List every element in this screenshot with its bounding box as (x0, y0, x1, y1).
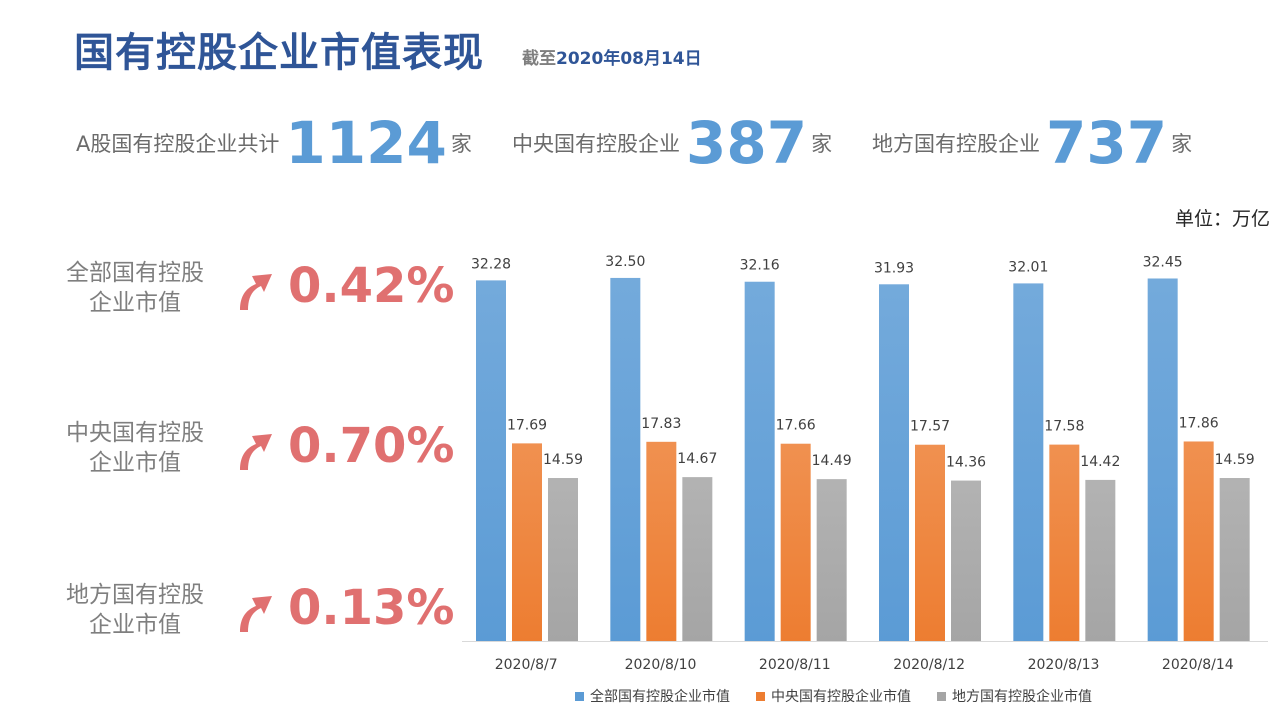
up-arrow-icon (240, 596, 272, 632)
x-tick-label: 2020/8/14 (1162, 657, 1234, 673)
bar-value-label: 17.86 (1179, 415, 1219, 431)
legend-swatch (937, 691, 946, 701)
x-tick-label: 2020/8/10 (625, 657, 697, 673)
growth-name-line1: 全部国有控股 (66, 260, 204, 286)
stat-total-companies: A股国有控股企业共计 1124 家 (76, 108, 472, 178)
bar-value-label: 14.59 (1215, 452, 1255, 468)
stat-value: 1124 (285, 109, 447, 177)
growth-name: 全部国有控股 企业市值 (40, 258, 230, 318)
bar-all-4 (1013, 283, 1044, 641)
bar-value-label: 17.58 (1044, 419, 1084, 435)
bar-value-label: 17.83 (641, 416, 681, 432)
bar-local-5 (1219, 478, 1250, 641)
bar-value-label: 14.59 (543, 452, 583, 468)
bar-all-2 (744, 281, 775, 641)
chart-unit-label: 单位：万亿 (1174, 208, 1270, 230)
up-arrow-icon (240, 434, 272, 470)
subtitle-prefix: 截至 (522, 49, 556, 69)
growth-percent: 0.42% (288, 258, 455, 314)
growth-name-line1: 中央国有控股 (66, 420, 204, 446)
growth-name: 地方国有控股 企业市值 (40, 580, 230, 640)
bar-all-0 (476, 280, 506, 641)
stat-label: A股国有控股企业共计 (76, 132, 280, 156)
legend-item: 全部国有控股企业市值 (575, 686, 730, 706)
x-tick-label: 2020/8/11 (759, 657, 831, 673)
growth-central: 中央国有控股 企业市值 0.70% (40, 418, 455, 498)
legend-label: 地方国有控股企业市值 (952, 689, 1092, 705)
stat-label: 中央国有控股企业 (512, 132, 680, 156)
growth-percent: 0.13% (288, 580, 455, 636)
stat-unit: 家 (811, 132, 833, 156)
bar-value-label: 17.66 (776, 418, 816, 434)
bar-local-1 (682, 477, 713, 641)
bar-central-1 (646, 441, 677, 641)
up-arrow-icon (240, 274, 272, 310)
growth-name-line2: 企业市值 (89, 612, 181, 638)
bar-all-5 (1147, 278, 1178, 641)
legend-item: 地方国有控股企业市值 (937, 686, 1092, 706)
x-tick-label: 2020/8/7 (495, 657, 558, 673)
stat-unit: 家 (1171, 132, 1193, 156)
subtitle-date: 2020年08月14日 (556, 49, 702, 69)
bar-central-4 (1049, 444, 1080, 641)
bar-value-label: 14.42 (1080, 454, 1120, 470)
bar-local-3 (951, 480, 981, 641)
page-title: 国有控股企业市值表现 (74, 30, 484, 76)
growth-percent: 0.70% (288, 418, 455, 474)
bar-value-label: 32.16 (740, 258, 780, 274)
legend-swatch (575, 691, 584, 701)
legend-label: 中央国有控股企业市值 (771, 689, 911, 705)
growth-all: 全部国有控股 企业市值 0.42% (40, 258, 455, 338)
bar-all-3 (879, 284, 909, 641)
bar-value-label: 14.36 (946, 455, 986, 471)
bar-central-0 (512, 443, 542, 641)
legend-item: 中央国有控股企业市值 (756, 686, 911, 706)
stat-value: 737 (1046, 109, 1168, 177)
bar-local-2 (816, 479, 847, 641)
bar-value-label: 32.45 (1143, 254, 1183, 270)
page-subtitle: 截至2020年08月14日 (522, 44, 702, 69)
bar-central-5 (1183, 441, 1214, 641)
bar-value-label: 14.67 (677, 451, 717, 467)
bar-value-label: 32.01 (1008, 259, 1048, 275)
bar-local-4 (1085, 479, 1116, 641)
legend-label: 全部国有控股企业市值 (590, 689, 730, 705)
bar-value-label: 14.49 (812, 453, 852, 469)
growth-name-line2: 企业市值 (89, 290, 181, 316)
chart-legend: 全部国有控股企业市值 中央国有控股企业市值 地方国有控股企业市值 (575, 686, 1092, 706)
bar-value-label: 17.57 (910, 419, 950, 435)
stat-local-companies: 地方国有控股企业 737 家 (872, 108, 1192, 178)
growth-name-line2: 企业市值 (89, 450, 181, 476)
bar-value-label: 32.50 (605, 254, 645, 270)
bar-all-1 (610, 277, 641, 641)
growth-local: 地方国有控股 企业市值 0.13% (40, 580, 455, 660)
stat-central-companies: 中央国有控股企业 387 家 (512, 108, 832, 178)
stat-label: 地方国有控股企业 (872, 132, 1040, 156)
growth-name-line1: 地方国有控股 (66, 582, 204, 608)
stat-value: 387 (686, 109, 808, 177)
bar-value-label: 17.69 (507, 417, 547, 433)
growth-name: 中央国有控股 企业市值 (40, 418, 230, 478)
bar-value-label: 31.93 (874, 260, 914, 276)
bar-local-0 (548, 478, 578, 641)
legend-swatch (756, 691, 765, 701)
stat-unit: 家 (450, 132, 472, 156)
x-tick-label: 2020/8/13 (1028, 657, 1100, 673)
bar-central-2 (780, 443, 811, 641)
x-tick-label: 2020/8/12 (893, 657, 965, 673)
bar-value-label: 32.28 (471, 256, 511, 272)
bar-central-3 (915, 444, 945, 641)
